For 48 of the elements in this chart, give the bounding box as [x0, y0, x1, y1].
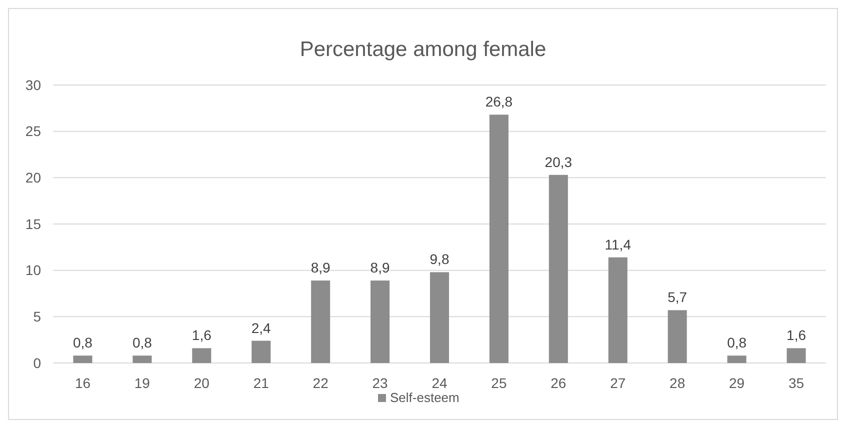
x-tick-label: 29 — [729, 375, 745, 391]
x-tick-label: 22 — [312, 375, 329, 391]
data-label: 0,8 — [72, 334, 93, 351]
y-tick-label: 5 — [33, 308, 42, 325]
x-tick-label: 26 — [550, 375, 566, 391]
y-tick-label: 20 — [25, 170, 42, 186]
x-tick-label: 27 — [610, 375, 626, 391]
y-tick-label: 30 — [25, 76, 42, 93]
bar — [311, 280, 330, 363]
data-label: 8,9 — [310, 260, 331, 276]
x-tick-label: 35 — [788, 375, 804, 391]
bar — [548, 174, 568, 363]
x-tick-label: 25 — [491, 375, 507, 391]
data-label: 1,6 — [786, 327, 806, 344]
x-tick-label: 21 — [253, 375, 270, 391]
bar — [430, 272, 450, 363]
bar — [132, 356, 152, 363]
data-label: 1,6 — [192, 327, 212, 344]
x-tick-label: 24 — [432, 375, 448, 391]
data-label: 11,4 — [604, 236, 632, 252]
x-tick-label: 19 — [134, 375, 150, 391]
bar — [608, 257, 628, 363]
y-tick-label: 10 — [25, 262, 42, 278]
y-tick-label: 25 — [25, 123, 42, 140]
chart-title: Percentage among female — [300, 38, 546, 61]
data-label: 9,8 — [430, 251, 450, 268]
bar — [252, 340, 271, 363]
data-label: 0,8 — [727, 334, 747, 351]
y-tick-label: 15 — [25, 216, 42, 232]
data-label: 2,4 — [251, 320, 272, 336]
bar — [786, 348, 806, 363]
data-label: 5,7 — [668, 289, 688, 306]
data-label: 20,3 — [544, 154, 572, 170]
bar — [489, 114, 508, 363]
x-tick-label: 23 — [372, 375, 388, 391]
bar — [192, 348, 212, 363]
bar — [668, 310, 687, 363]
x-tick-label: 20 — [194, 375, 210, 391]
x-tick-label: 28 — [670, 375, 686, 391]
data-label: 8,9 — [370, 260, 390, 276]
data-label: 26,8 — [485, 94, 513, 110]
bar — [73, 356, 92, 363]
x-tick-label: 16 — [74, 375, 91, 391]
bar — [727, 356, 746, 363]
bar — [370, 280, 390, 363]
legend-label: Self-esteem — [390, 390, 460, 405]
y-tick-label: 0 — [33, 354, 42, 371]
data-label: 0,8 — [132, 334, 152, 351]
